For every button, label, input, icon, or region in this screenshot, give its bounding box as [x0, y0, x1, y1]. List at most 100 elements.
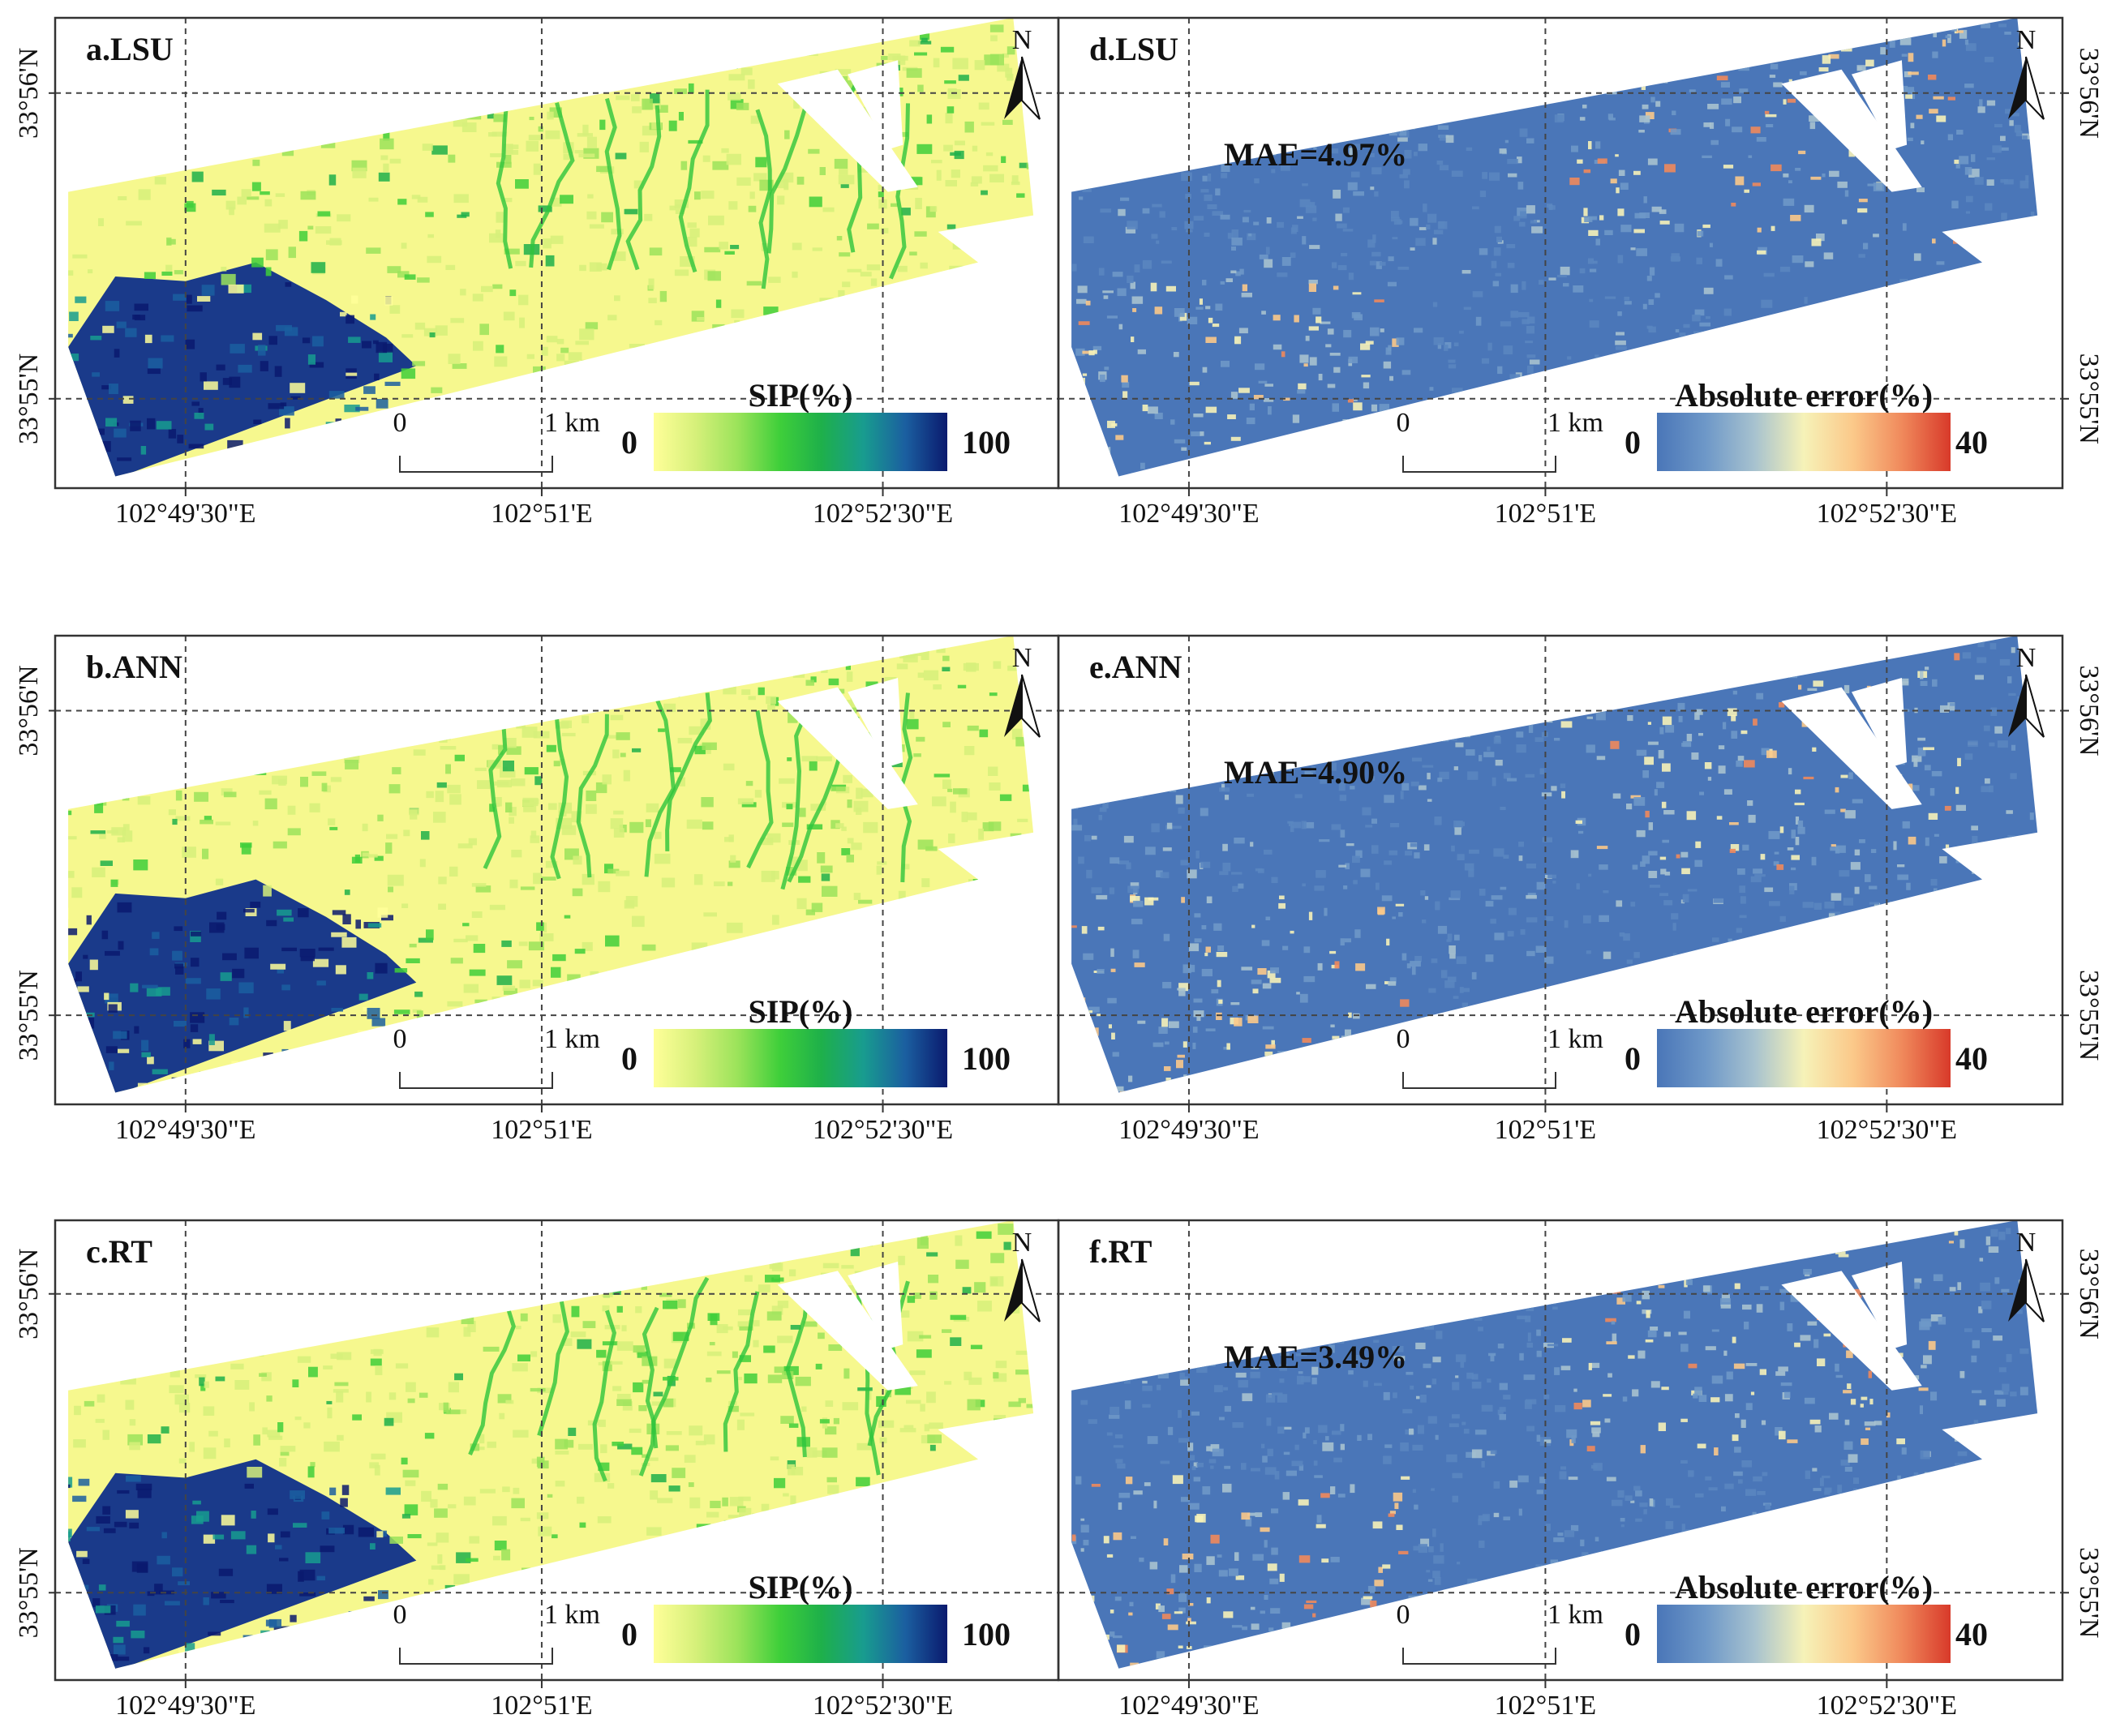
texture-pixel [1111, 1033, 1115, 1039]
texture-pixel [268, 403, 285, 409]
texture-pixel [60, 768, 71, 774]
texture-pixel [230, 769, 238, 776]
texture-pixel [1360, 1039, 1367, 1043]
texture-pixel [1451, 738, 1457, 740]
texture-pixel [941, 47, 954, 53]
texture-pixel [105, 699, 114, 709]
texture-pixel [1758, 646, 1768, 654]
texture-pixel [144, 272, 156, 280]
texture-pixel [983, 165, 998, 172]
texture-pixel [687, 654, 693, 658]
texture-pixel [73, 1439, 86, 1447]
texture-pixel [915, 198, 922, 209]
texture-pixel [687, 820, 702, 829]
texture-pixel [1025, 434, 1032, 438]
texture-pixel [169, 429, 176, 439]
texture-pixel [177, 1318, 183, 1327]
texture-pixel [341, 1673, 351, 1680]
texture-pixel [610, 1238, 616, 1245]
texture-pixel [1253, 222, 1259, 225]
texture-pixel [1908, 29, 1917, 32]
texture-pixel [238, 365, 251, 373]
texture-pixel [143, 71, 152, 81]
texture-pixel [456, 1239, 467, 1246]
texture-pixel [414, 749, 426, 756]
texture-pixel [680, 996, 688, 1000]
texture-pixel [423, 144, 433, 151]
texture-pixel [797, 898, 807, 909]
texture-pixel [1379, 1050, 1389, 1058]
texture-pixel [285, 282, 292, 287]
texture-pixel [955, 1658, 964, 1663]
texture-pixel [809, 339, 815, 346]
texture-pixel [117, 322, 127, 328]
texture-pixel [1341, 829, 1346, 838]
texture-pixel [2051, 885, 2055, 893]
texture-pixel [2046, 36, 2054, 40]
texture-pixel [1548, 277, 1556, 280]
texture-pixel [556, 67, 563, 79]
texture-pixel [1200, 148, 1211, 155]
texture-pixel [1705, 654, 1715, 662]
texture-pixel [932, 967, 938, 974]
texture-pixel [981, 1078, 990, 1088]
texture-pixel [996, 477, 1006, 483]
texture-pixel [1546, 916, 1553, 921]
texture-pixel [1176, 152, 1182, 157]
legend-title: Absolute error(%) [1675, 377, 1933, 414]
texture-pixel [1119, 722, 1125, 728]
texture-pixel [1489, 657, 1500, 662]
texture-pixel [1757, 137, 1766, 142]
texture-pixel [426, 96, 434, 107]
texture-pixel [116, 1621, 130, 1627]
texture-pixel [439, 700, 445, 710]
texture-pixel [1221, 215, 1230, 220]
texture-pixel [1062, 954, 1069, 957]
texture-pixel [1431, 663, 1443, 667]
texture-pixel [903, 654, 917, 662]
texture-pixel [101, 860, 113, 866]
texture-pixel [726, 1536, 736, 1541]
texture-pixel [1769, 639, 1775, 643]
texture-pixel [1648, 742, 1659, 745]
texture-pixel [1434, 230, 1443, 234]
texture-pixel [461, 1627, 471, 1635]
texture-pixel [1873, 182, 1885, 191]
texture-pixel [679, 112, 684, 121]
texture-pixel [336, 1391, 343, 1403]
texture-pixel [1075, 787, 1084, 795]
texture-pixel [1356, 479, 1363, 483]
texture-pixel [775, 1095, 783, 1104]
texture-pixel [1989, 375, 1998, 379]
texture-pixel [617, 1268, 626, 1277]
texture-pixel [69, 312, 79, 322]
texture-pixel [1735, 177, 1744, 186]
texture-pixel [320, 1545, 335, 1552]
texture-pixel [1740, 660, 1750, 666]
texture-pixel [1645, 811, 1649, 817]
texture-pixel [820, 1419, 830, 1423]
texture-pixel [1454, 342, 1459, 346]
texture-pixel [1788, 768, 1792, 774]
texture-pixel [867, 264, 880, 270]
texture-pixel [1627, 715, 1633, 721]
texture-pixel [369, 198, 379, 202]
texture-pixel [758, 688, 765, 696]
texture-pixel [333, 108, 340, 114]
texture-pixel [1355, 963, 1365, 971]
texture-pixel [942, 326, 950, 337]
texture-pixel [1404, 180, 1410, 188]
texture-pixel [1007, 331, 1012, 337]
texture-pixel [816, 323, 831, 326]
texture-pixel [983, 320, 997, 328]
texture-pixel [796, 1377, 811, 1386]
texture-pixel [1070, 979, 1074, 986]
texture-pixel [234, 1380, 249, 1390]
texture-pixel [1698, 733, 1703, 735]
texture-pixel [1427, 773, 1431, 779]
texture-pixel [1050, 1506, 1062, 1515]
texture-pixel [145, 335, 152, 343]
texture-pixel [1494, 737, 1501, 744]
texture-pixel [515, 179, 529, 189]
